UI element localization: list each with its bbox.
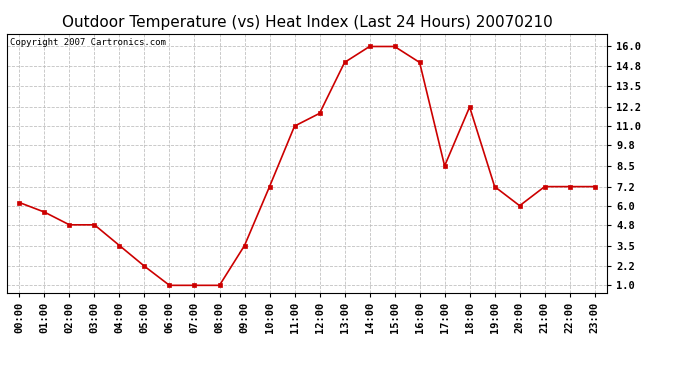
Text: Copyright 2007 Cartronics.com: Copyright 2007 Cartronics.com <box>10 38 166 46</box>
Title: Outdoor Temperature (vs) Heat Index (Last 24 Hours) 20070210: Outdoor Temperature (vs) Heat Index (Las… <box>61 15 553 30</box>
